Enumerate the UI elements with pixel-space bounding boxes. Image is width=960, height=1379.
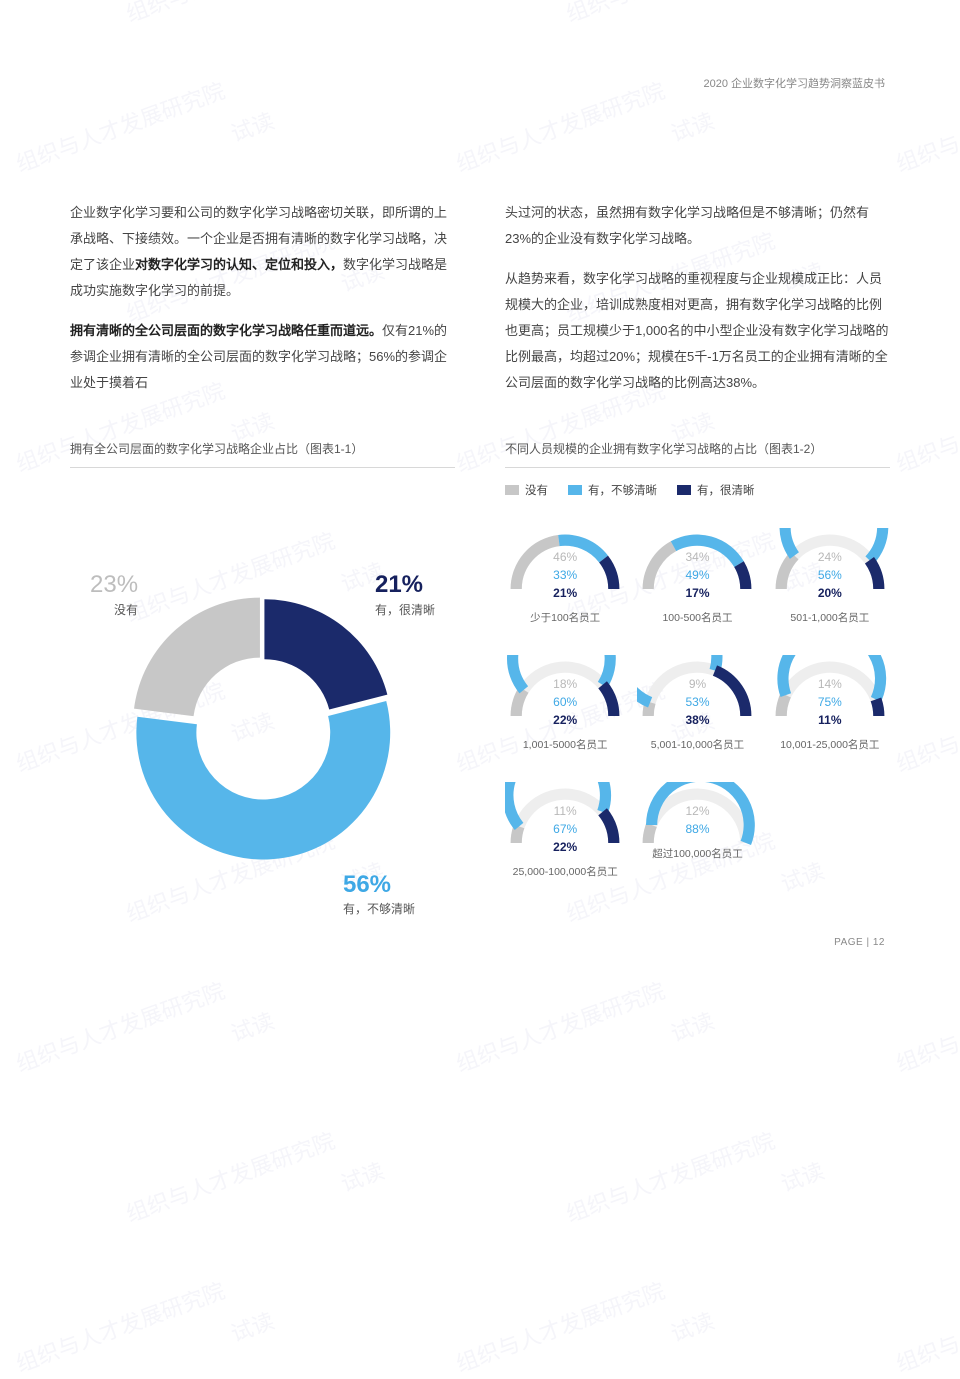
gauge-arc — [781, 556, 794, 589]
body-column-left: 企业数字化学习要和公司的数字化学习战略密切关联，即所谓的上承战略、下接绩效。一个… — [70, 200, 455, 410]
gauge-arc — [604, 559, 614, 589]
gauge-value-unclear: 75% — [818, 693, 842, 711]
gauge-arc — [876, 699, 879, 716]
legend-swatch — [505, 485, 519, 495]
gauge-values: 24%56%20% — [818, 548, 842, 602]
gauge-value-none: 34% — [685, 548, 709, 566]
document-title-header: 2020 企业数字化学习趋势洞察蓝皮书 — [703, 75, 885, 91]
legend-item: 有，不够清晰 — [568, 482, 657, 498]
gauge-arc — [649, 546, 674, 589]
donut-label-none: 23% 没有 — [90, 568, 138, 618]
gauge-value-unclear: 56% — [818, 566, 842, 584]
gauge-value-unclear: 67% — [553, 820, 577, 838]
donut-label-unclear: 56% 有，不够清晰 — [343, 868, 415, 918]
legend-item: 没有 — [505, 482, 548, 498]
legend-label: 有，很清晰 — [697, 482, 755, 498]
gauge-label: 100-500名员工 — [662, 610, 732, 625]
gauge-value-clear: 38% — [685, 711, 709, 729]
chart2-title: 不同人员规模的企业拥有数字化学习战略的占比（图表1-2） — [505, 440, 890, 468]
gauge-arc — [516, 690, 524, 716]
gauge-cell: 24%56%20% 501-1,000名员工 — [770, 528, 890, 625]
gauge-value-none: 11% — [553, 802, 577, 820]
donut-segment — [134, 598, 260, 717]
donut-svg — [113, 578, 413, 878]
legend-swatch — [568, 485, 582, 495]
gauge-arc — [603, 685, 614, 716]
gauge-value-none: 46% — [553, 548, 577, 566]
gauge-arc — [516, 826, 519, 843]
gauge-arc — [715, 671, 746, 716]
gauge-cell: 12%88% 超过100,000名员工 — [637, 782, 757, 879]
gauge-label: 25,000-100,000名员工 — [513, 864, 618, 879]
legend-label: 没有 — [525, 482, 548, 498]
gauge-label: 501-1,000名员工 — [790, 610, 869, 625]
gauge-label: 少于100名员工 — [530, 610, 600, 625]
gauge-values: 46%33%21% — [553, 548, 577, 602]
donut-segment — [264, 599, 387, 709]
gauge-cell: 11%67%22% 25,000-100,000名员工 — [505, 782, 625, 879]
gauge-arc — [781, 695, 786, 716]
gauge-arc — [740, 564, 747, 589]
gauge-cell: 46%33%21% 少于100名员工 — [505, 528, 625, 625]
gauge-value-none: 24% — [818, 548, 842, 566]
body-paragraph: 企业数字化学习要和公司的数字化学习战略密切关联，即所谓的上承战略、下接绩效。一个… — [70, 200, 455, 304]
gauge-value-unclear: 49% — [685, 566, 709, 584]
gauge-arc — [649, 825, 652, 843]
gauge-value-none: 9% — [685, 675, 709, 693]
gauge-value-clear: 20% — [818, 584, 842, 602]
gauge-value-clear: 17% — [685, 584, 709, 602]
gauge-value-unclear: 60% — [553, 693, 577, 711]
gauge-value-none: 14% — [818, 675, 842, 693]
gauge-value-unclear: 53% — [685, 693, 709, 711]
body-columns: 企业数字化学习要和公司的数字化学习战略密切关联，即所谓的上承战略、下接绩效。一个… — [70, 200, 890, 410]
gauge-cell: 14%75%11% 10,001-25,000名员工 — [770, 655, 890, 752]
gauge-values: 18%60%22% — [553, 675, 577, 729]
gauge-label: 1,001-5000名员工 — [523, 737, 608, 752]
legend-swatch — [677, 485, 691, 495]
page-number: PAGE | 12 — [834, 937, 885, 948]
gauge-value-clear: 21% — [553, 584, 577, 602]
gauge-values: 11%67%22% — [553, 802, 577, 856]
donut-segment — [136, 701, 390, 859]
gauge-label: 超过100,000名员工 — [652, 846, 742, 861]
gauge-values: 9%53%38% — [685, 675, 709, 729]
legend-label: 有，不够清晰 — [588, 482, 657, 498]
gauge-value-unclear: 33% — [553, 566, 577, 584]
chart2-legend: 没有 有，不够清晰 有，很清晰 — [505, 482, 890, 498]
gauge-values: 14%75%11% — [818, 675, 842, 729]
gauge-value-none: 18% — [553, 675, 577, 693]
gauge-label: 5,001-10,000名员工 — [651, 737, 744, 752]
chart2-gauges: 46%33%21%少于100名员工34%49%17%100-500名员工24%5… — [505, 508, 890, 879]
legend-item: 有，很清晰 — [677, 482, 755, 498]
body-column-right: 头过河的状态，虽然拥有数字化学习战略但是不够清晰；仍然有23%的企业没有数字化学… — [505, 200, 890, 410]
gauge-value-unclear: 88% — [685, 820, 709, 838]
donut-label-clear: 21% 有，很清晰 — [375, 568, 435, 618]
body-paragraph: 从趋势来看，数字化学习战略的重视程度与企业规模成正比：人员规模大的企业，培训成熟… — [505, 266, 890, 396]
gauge-cell: 9%53%38% 5,001-10,000名员工 — [637, 655, 757, 752]
body-paragraph: 头过河的状态，虽然拥有数字化学习战略但是不够清晰；仍然有23%的企业没有数字化学… — [505, 200, 890, 252]
gauge-arc — [603, 812, 614, 843]
chart1-donut: 23% 没有 21% 有，很清晰 56% 有，不够清晰 — [70, 508, 455, 948]
gauge-value-clear: 22% — [553, 838, 577, 856]
gauge-value-clear: 22% — [553, 711, 577, 729]
gauge-cell: 18%60%22% 1,001-5000名员工 — [505, 655, 625, 752]
gauge-arc — [869, 560, 878, 589]
gauge-cell: 34%49%17% 100-500名员工 — [637, 528, 757, 625]
chart1-title: 拥有全公司层面的数字化学习战略企业占比（图表1-1） — [70, 440, 455, 468]
gauge-values: 34%49%17% — [685, 548, 709, 602]
gauge-values: 12%88% — [685, 802, 709, 838]
gauge-label: 10,001-25,000名员工 — [780, 737, 879, 752]
body-paragraph: 拥有清晰的全公司层面的数字化学习战略任重而道远。仅有21%的参调企业拥有清晰的全… — [70, 318, 455, 396]
gauge-value-none: 12% — [685, 802, 709, 820]
gauge-value-clear: 11% — [818, 711, 842, 729]
